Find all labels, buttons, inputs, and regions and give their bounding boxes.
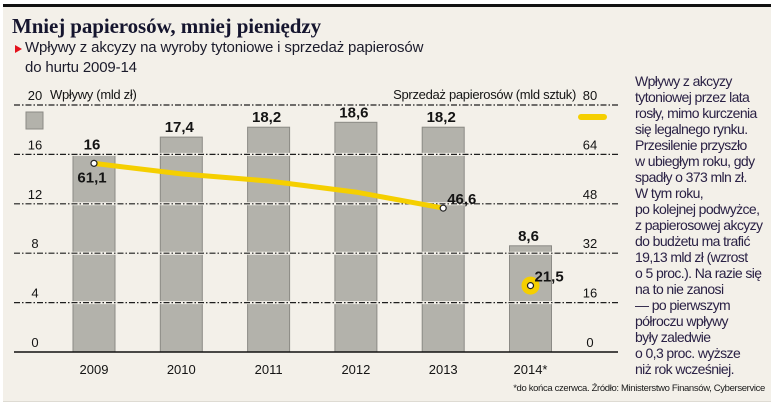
line-layer	[90, 159, 540, 295]
subtitle-line-1: Wpływy z akcyzy na wyroby tytoniowe i sp…	[25, 39, 424, 56]
bars-layer	[72, 121, 552, 353]
left-tick-label: 4	[31, 286, 38, 301]
bar-value-label: 18,2	[427, 109, 456, 126]
right-axis-title: Sprzedaż papierosów (mld sztuk)	[393, 87, 576, 102]
bar-value-label: 17,4	[165, 119, 195, 136]
commentary-line: półroczu wpływy	[635, 313, 729, 329]
bar-2011	[247, 126, 291, 353]
commentary-line: spadły o 373 mln zł.	[635, 169, 747, 185]
line-point-marker	[90, 159, 98, 167]
line-point-marker	[439, 204, 447, 212]
sales-line	[91, 160, 446, 211]
line-value-label: 61,1	[77, 169, 106, 186]
line-value-label: 21,5	[535, 269, 564, 286]
bar-value-label: 8,6	[518, 228, 539, 245]
commentary-line: Przesilenie przyszło	[635, 137, 747, 153]
labels-layer: Wpływy (mld zł) Sprzedaż papierosów (mld…	[28, 87, 597, 377]
left-tick-label: 0	[31, 335, 38, 350]
commentary-line: 19,13 mld zł (wzrost	[635, 249, 748, 265]
left-tick-label: 20	[28, 88, 42, 103]
commentary-line: o 5 proc.). Na razie się	[635, 265, 762, 281]
left-tick-label: 8	[31, 236, 38, 251]
x-tick-label: 2014*	[514, 362, 548, 377]
x-tick-label: 2009	[80, 362, 109, 377]
bar-2010	[159, 136, 203, 353]
commentary-line: tytoniowej przez lata	[635, 89, 750, 105]
commentary-line: niż rok wcześniej.	[635, 361, 735, 377]
bar-value-label: 18,2	[252, 109, 281, 126]
right-tick-label: 80	[583, 88, 597, 103]
right-tick-label: 32	[583, 236, 597, 251]
left-axis-title: Wpływy (mld zł)	[50, 87, 137, 102]
right-tick-label: 64	[583, 137, 597, 152]
left-tick-label: 12	[28, 187, 42, 202]
right-tick-label: 16	[583, 286, 597, 301]
source-footnote: *do końca czerwca. Źródło: Ministerstwo …	[513, 383, 765, 394]
commentary-line: Wpływy z akcyzy	[635, 73, 732, 89]
right-tick-label: 0	[586, 335, 593, 350]
chart-subtitle: Wpływy z akcyzy na wyroby tytoniowe i sp…	[25, 38, 423, 78]
grid-layer	[14, 103, 618, 353]
chart-title: Mniej papierosów, mniej pieniędzy	[12, 14, 321, 38]
x-tick-label: 2013	[429, 362, 458, 377]
commentary-text: Wpływy z akcyzy tytoniowej przez lata rosł…	[635, 73, 763, 377]
commentary-line: W tym roku,	[635, 185, 704, 201]
bar-value-label: 18,6	[339, 104, 368, 121]
line-value-label: 46,6	[447, 191, 476, 208]
commentary-line: się legalnego rynku.	[635, 121, 748, 137]
commentary-line: po kolejnej podwyżce,	[635, 201, 760, 217]
commentary-line: były zaledwie	[635, 329, 711, 345]
subtitle-line-2: do hurtu 2009-14	[25, 59, 137, 76]
bar-2012	[334, 121, 378, 353]
bar-2013	[421, 126, 465, 353]
x-tick-label: 2010	[167, 362, 196, 377]
commentary-line: na to nie zanosi	[635, 281, 724, 297]
combo-chart: Wpływy (mld zł) Sprzedaż papierosów (mld…	[14, 87, 618, 377]
right-tick-label: 48	[583, 187, 597, 202]
commentary-line: — po pierwszym	[635, 297, 731, 313]
red-triangle-icon	[15, 45, 22, 53]
commentary-line: w ubiegłym roku, gdy	[635, 153, 755, 169]
bar-2014	[509, 245, 552, 353]
x-tick-label: 2011	[255, 362, 283, 377]
x-tick-label: 2012	[341, 362, 370, 377]
commentary-line: do budżetu ma trafić	[635, 233, 750, 249]
commentary-line: rosły, mimo kurczenia	[635, 105, 757, 121]
bar-value-label: 16	[84, 136, 101, 153]
legend-bar-swatch	[25, 111, 44, 130]
commentary-line: z papierosowej akcyzy	[635, 217, 763, 233]
line-point-marker	[526, 282, 535, 290]
commentary-line: o 0,3 proc. wyższe	[635, 345, 741, 361]
legend	[25, 111, 607, 130]
left-tick-label: 16	[28, 137, 42, 152]
